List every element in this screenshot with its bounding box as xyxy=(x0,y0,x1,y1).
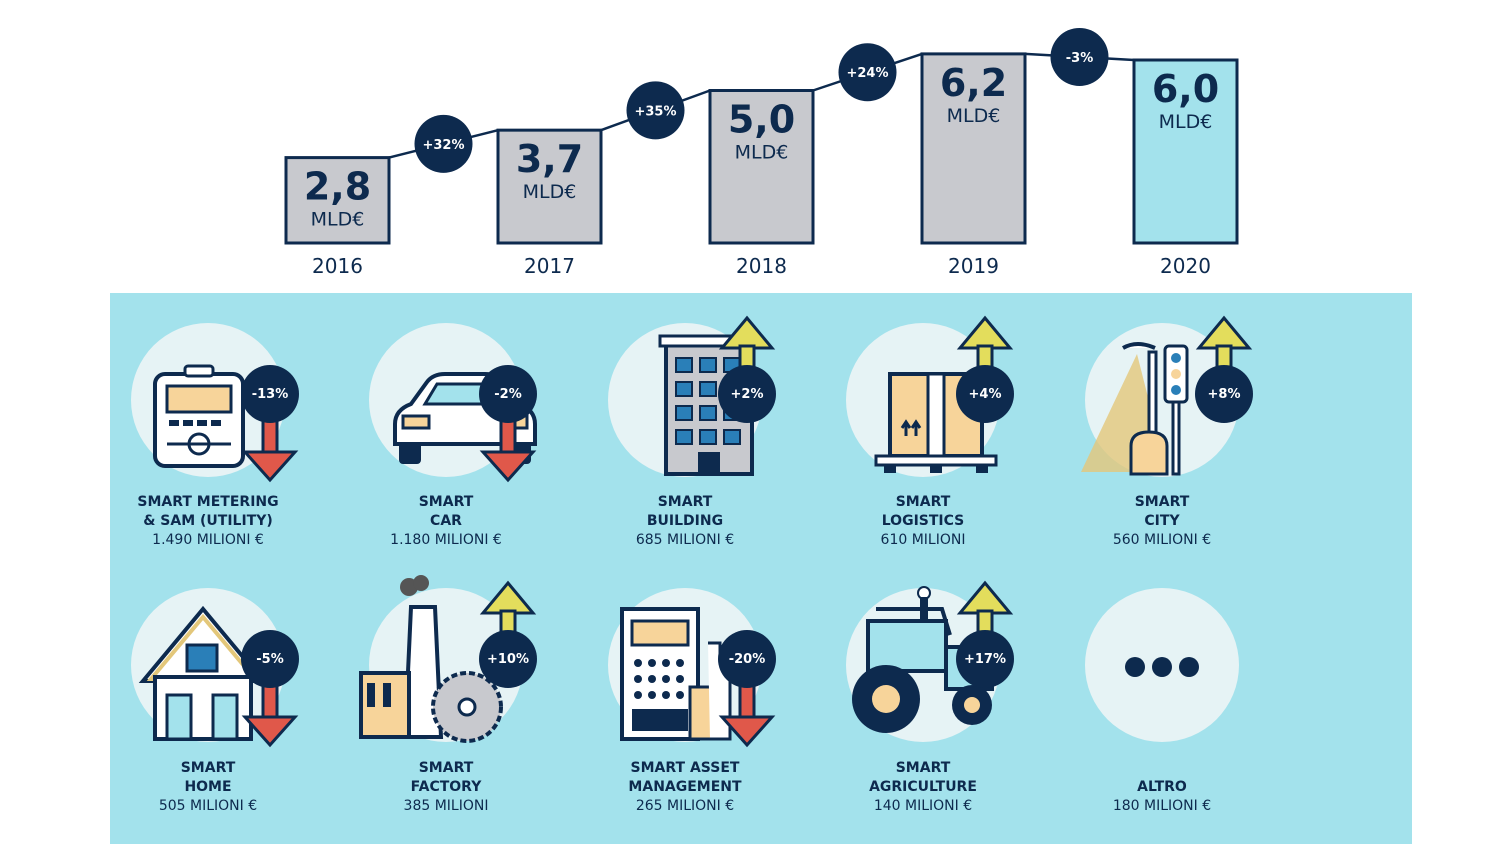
growth-badge-label: +24% xyxy=(846,66,888,81)
sector-name-line: HOME xyxy=(184,779,232,795)
sector-amount: 140 MILIONI € xyxy=(873,798,973,814)
sector-smart-asset-management: -20% SMART ASSET MANAGEMENT 265 MILIONI € xyxy=(560,555,810,815)
sector-amount: 685 MILIONI € xyxy=(635,532,735,548)
sector-name-line: SMART xyxy=(657,494,713,510)
bar-2017 xyxy=(496,128,603,245)
house-icon xyxy=(131,588,299,748)
growth-badge xyxy=(626,81,685,140)
sector-smart-logistics: +4% SMART LOGISTICS 610 MILIONI xyxy=(798,290,1048,550)
bar-unit-label: MLD€ xyxy=(947,105,1001,127)
sector-smart-factory: +10% SMART FACTORY 385 MILIONI xyxy=(321,555,571,815)
sector-name-line: & SAM (UTILITY) xyxy=(143,513,273,529)
year-tick-label: 2018 xyxy=(736,254,787,278)
bar-2020 xyxy=(1132,58,1239,245)
sector-name-line: SMART xyxy=(895,760,951,776)
change-badge: +17% xyxy=(956,630,1014,688)
sector-amount: 180 MILIONI € xyxy=(1112,798,1212,814)
sector-amount: 560 MILIONI € xyxy=(1112,532,1212,548)
ellipsis-icon xyxy=(1085,588,1239,742)
bar-value-label: 5,0 xyxy=(728,98,795,142)
sector-label: SMART AGRICULTURE 140 MILIONI € xyxy=(798,759,1048,816)
sector-amount: 1.180 MILIONI € xyxy=(390,532,502,548)
sector-name-line: SMART xyxy=(895,494,951,510)
change-badge: +10% xyxy=(479,630,537,688)
bar-unit-label: MLD€ xyxy=(311,209,365,231)
sector-smart-metering: -13% SMART METERING & SAM (UTILITY) 1.490 M… xyxy=(83,290,333,550)
year-tick-label: 2020 xyxy=(1160,254,1211,278)
change-badge: -2% xyxy=(479,365,537,423)
sector-amount: 265 MILIONI € xyxy=(635,798,735,814)
sector-smart-car: -2% SMART CAR 1.180 MILIONI € xyxy=(321,290,571,550)
sector-panel: -13% SMART METERING & SAM (UTILITY) 1.490 M… xyxy=(110,293,1412,844)
bar-2018 xyxy=(708,89,815,245)
bar-value-label: 6,2 xyxy=(940,61,1007,105)
growth-badge-label: +32% xyxy=(422,138,464,153)
factory-icon xyxy=(359,575,537,743)
sector-amount: 385 MILIONI xyxy=(403,798,489,814)
sector-name-line: CAR xyxy=(430,513,462,529)
sector-amount: 505 MILIONI € xyxy=(158,798,258,814)
sector-smart-building: +2% SMART BUILDING 685 MILIONI € xyxy=(560,290,810,550)
sector-name-line xyxy=(1037,759,1287,778)
change-badge: +2% xyxy=(718,365,776,423)
bar-2019 xyxy=(920,52,1027,245)
bar-value-label: 6,0 xyxy=(1152,67,1219,111)
sector-label: ALTRO 180 MILIONI € xyxy=(1037,759,1287,816)
sector-name-line: SMART ASSET xyxy=(630,760,740,776)
growth-badge-label: +35% xyxy=(634,104,676,119)
change-badge: +8% xyxy=(1195,365,1253,423)
growth-badge-label: -3% xyxy=(1066,51,1093,66)
change-badge: +4% xyxy=(956,365,1014,423)
sector-name-line: SMART xyxy=(180,760,236,776)
sector-label: SMART METERING & SAM (UTILITY) 1.490 MILIO… xyxy=(83,493,333,550)
change-badge: -20% xyxy=(718,630,776,688)
sector-label: SMART LOGISTICS 610 MILIONI xyxy=(798,493,1048,550)
sector-altro: ALTRO 180 MILIONI € xyxy=(1037,555,1287,815)
sector-name-line: SMART METERING xyxy=(137,494,279,510)
sector-name-line: BUILDING xyxy=(646,513,724,529)
sector-name-line: SMART xyxy=(1134,494,1190,510)
sector-label: SMART FACTORY 385 MILIONI xyxy=(321,759,571,816)
bar-chart: 2,8MLD€20163,7MLD€20175,0MLD€20186,2MLD€… xyxy=(284,27,1239,278)
sector-name-line: CITY xyxy=(1144,513,1180,529)
sector-name-line: AGRICULTURE xyxy=(869,779,977,795)
sector-name-line: FACTORY xyxy=(410,779,482,795)
growth-badge xyxy=(838,43,897,102)
sector-label: SMART HOME 505 MILIONI € xyxy=(83,759,333,816)
streetlight-icon xyxy=(1081,315,1253,477)
sector-name-line: LOGISTICS xyxy=(881,513,965,529)
bar-unit-label: MLD€ xyxy=(1159,111,1213,133)
year-tick-label: 2019 xyxy=(948,254,999,278)
sector-name-line: ALTRO xyxy=(1137,779,1187,795)
year-tick-label: 2017 xyxy=(524,254,575,278)
bar-value-label: 2,8 xyxy=(304,165,371,209)
change-badge: -5% xyxy=(241,630,299,688)
year-tick-label: 2016 xyxy=(312,254,363,278)
sector-label: SMART CITY 560 MILIONI € xyxy=(1037,493,1287,550)
sector-smart-home: -5% SMART HOME 505 MILIONI € xyxy=(83,555,333,815)
sector-amount: 610 MILIONI xyxy=(880,532,966,548)
sector-label: SMART CAR 1.180 MILIONI € xyxy=(321,493,571,550)
sector-name-line: SMART xyxy=(418,760,474,776)
sector-smart-agriculture: +17% SMART AGRICULTURE 140 MILIONI € xyxy=(798,555,1048,815)
growth-badge xyxy=(1050,27,1109,86)
pallet-box-icon xyxy=(846,315,1014,477)
growth-badge xyxy=(414,114,473,173)
change-badge: -13% xyxy=(241,365,299,423)
bar-unit-label: MLD€ xyxy=(523,181,577,203)
bar-unit-label: MLD€ xyxy=(735,142,789,164)
bar-value-label: 3,7 xyxy=(516,137,583,181)
bar-2016 xyxy=(284,156,391,245)
sector-amount: 1.490 MILIONI € xyxy=(152,532,264,548)
sector-name-line: MANAGEMENT xyxy=(628,779,742,795)
sector-label: SMART ASSET MANAGEMENT 265 MILIONI € xyxy=(560,759,810,816)
sector-label: SMART BUILDING 685 MILIONI € xyxy=(560,493,810,550)
sector-smart-city: +8% SMART CITY 560 MILIONI € xyxy=(1037,290,1287,550)
calculator-icon xyxy=(608,588,776,748)
sector-name-line: SMART xyxy=(418,494,474,510)
